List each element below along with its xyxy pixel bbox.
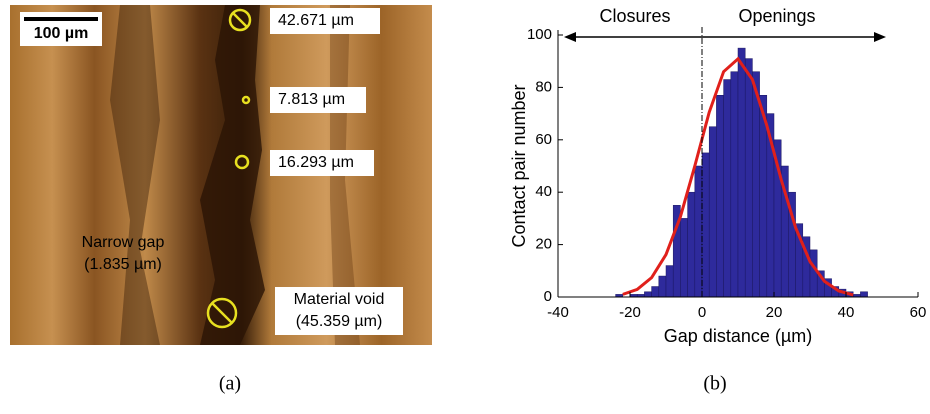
label: Narrow gap [82,234,165,251]
x-tick-label: -20 [619,304,641,321]
bar [658,275,667,298]
dark-band [110,5,160,345]
fit-curve [622,56,854,297]
label: Material void [294,291,385,308]
scale-bar-label: 100 µm [34,25,89,42]
y-tick-label: 0 [544,288,552,305]
y-tick-label: 60 [535,131,552,148]
bar [687,191,696,298]
marker [206,297,238,329]
crack [200,5,265,345]
label-box [270,150,374,176]
bar [860,291,868,298]
labels: 42.671 µm 7.813 µm 16.293 µm Narrow gap (1.8… [82,8,403,335]
label: 42.671 µm [278,12,354,29]
marker [234,154,250,170]
label: (1.835 µm) [84,256,162,273]
bar [716,95,724,298]
x-tick-label: 40 [838,304,855,321]
annotation: Openings [738,6,815,26]
y-axis-label: Contact pair number [509,84,529,247]
x-axis-label: Gap distance (µm) [664,326,812,346]
bar [730,71,739,298]
caption: (b) [703,373,726,395]
label: (45.359 µm) [296,313,383,330]
marker-slash [232,12,248,28]
bar [723,79,732,298]
bar [665,265,674,298]
caption: (a) [219,373,241,395]
bar [737,47,746,298]
x-tick-label: 20 [766,304,783,321]
marker [228,8,252,32]
x-tick-label: 0 [698,304,706,321]
bar [644,291,652,298]
label: 16.293 µm [278,154,354,171]
bar [744,58,753,298]
x-tick-label: 60 [910,304,927,321]
label: 7.813 µm [278,91,345,108]
micrograph: 100 µm 42.671 µm 7.813 µm 16.293 µm Narrow … [10,5,432,345]
label-box [270,8,380,34]
y-tick-label: 20 [535,236,552,253]
bar [752,71,760,298]
histogram: 0 20 40 60 80 100 -40 -20 0 20 40 60 Gap distance (µ… [509,6,927,346]
annotation: Closures [599,6,670,26]
y-tick-label: 100 [527,26,552,43]
arrow-head [564,32,576,42]
bar [680,218,688,298]
marker [241,95,251,105]
bar [708,126,717,298]
y-tick-label: 40 [535,183,552,200]
label-box [270,87,366,113]
y-tick-label: 80 [535,78,552,95]
x-tick-label: -40 [547,304,569,321]
bar [694,165,703,298]
label-box [275,287,403,335]
arrow-head [874,32,886,42]
bar [701,152,710,298]
bar [809,249,818,298]
bar [651,286,660,298]
markers [206,8,252,329]
marker-slash [211,302,233,324]
